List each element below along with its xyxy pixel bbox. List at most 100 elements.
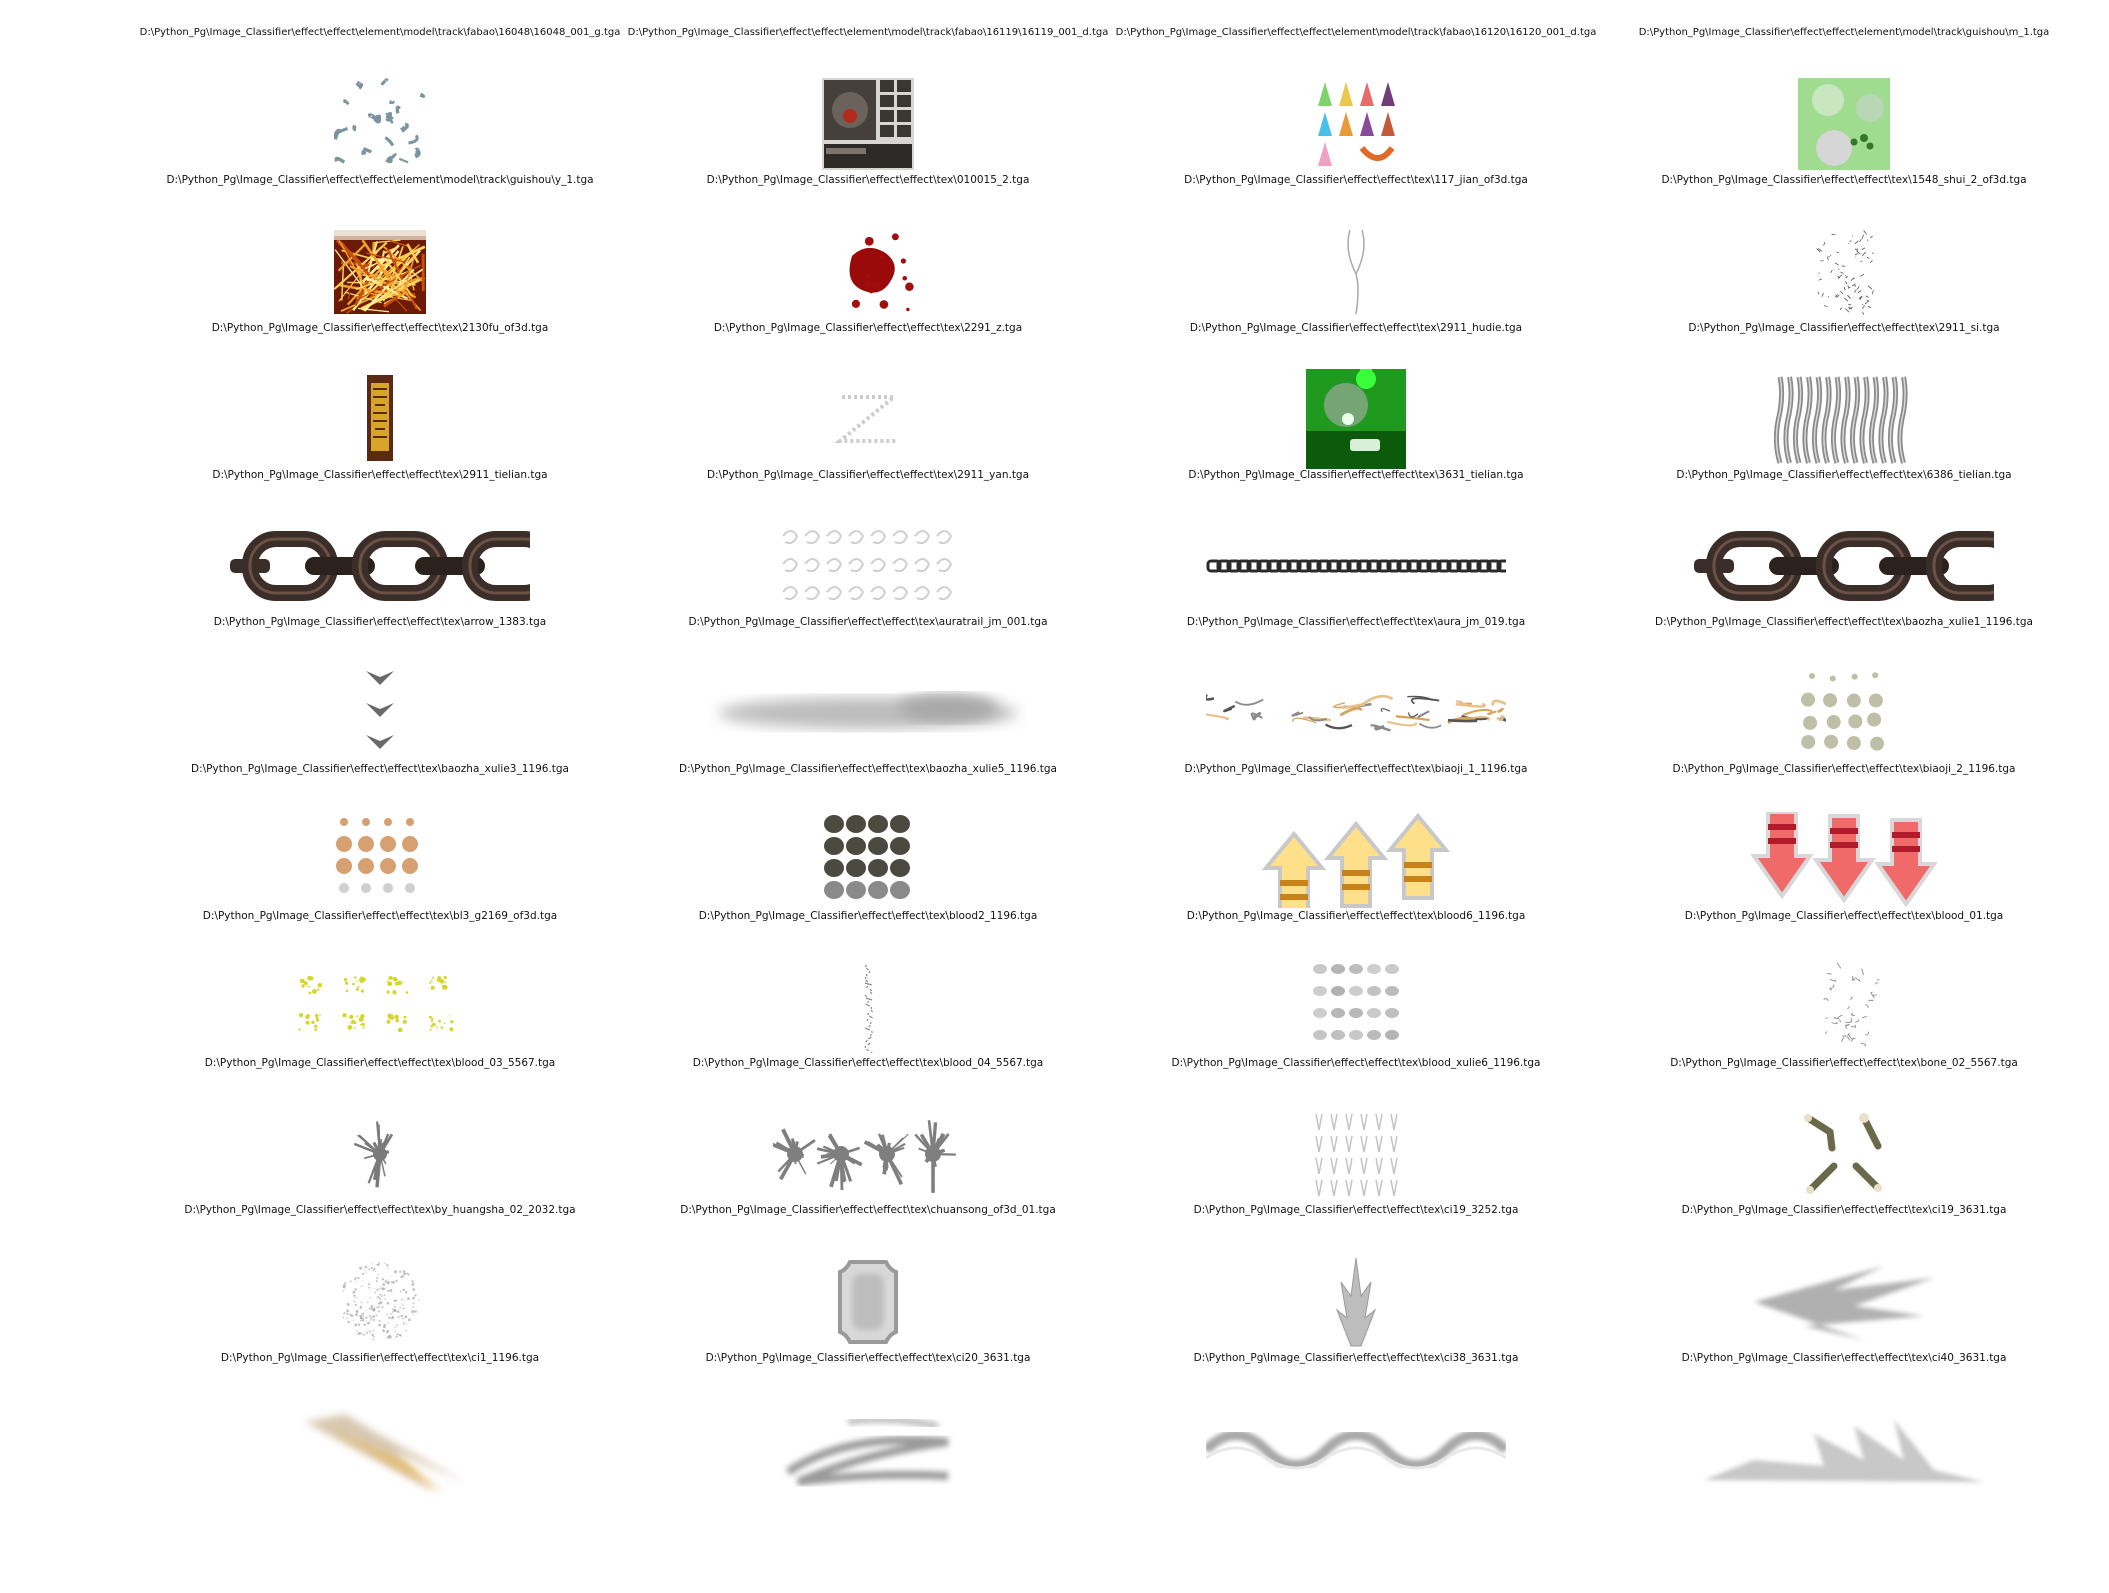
image-tile: D:\Python_Pg\Image_Classifier\effect\eff… bbox=[140, 222, 620, 368]
gold-up-arrows-texture bbox=[1256, 812, 1456, 908]
header-caption: D:\Python_Pg\Image_Classifier\effect\eff… bbox=[627, 27, 1109, 38]
faint-spikes-grid-texture bbox=[1310, 1108, 1402, 1200]
chain-texture bbox=[1694, 531, 1994, 601]
green-slime-texture bbox=[1798, 78, 1890, 170]
image-tile: D:\Python_Pg\Image_Classifier\effect\eff… bbox=[1604, 1104, 2084, 1250]
image-tile: D:\Python_Pg\Image_Classifier\effect\eff… bbox=[140, 663, 620, 809]
image-tile: D:\Python_Pg\Image_Classifier\effect\eff… bbox=[140, 369, 620, 515]
image-tile: D:\Python_Pg\Image_Classifier\effect\eff… bbox=[628, 810, 1108, 956]
puff-grid-texture bbox=[1798, 667, 1890, 759]
faint-swirls-texture bbox=[773, 520, 963, 612]
banner-texture bbox=[367, 375, 393, 463]
tile-caption: D:\Python_Pg\Image_Classifier\effect\eff… bbox=[706, 469, 1030, 481]
tile-caption: D:\Python_Pg\Image_Classifier\effect\eff… bbox=[1189, 322, 1523, 334]
sketch-debris-texture bbox=[1798, 961, 1890, 1053]
image-tile: D:\Python_Pg\Image_Classifier\effect\eff… bbox=[628, 663, 1108, 809]
tile-caption: D:\Python_Pg\Image_Classifier\effect\eff… bbox=[204, 1057, 556, 1069]
image-tile: D:\Python_Pg\Image_Classifier\effect\eff… bbox=[1604, 957, 2084, 1103]
tile-caption: D:\Python_Pg\Image_Classifier\effect\eff… bbox=[706, 174, 1030, 186]
image-tile bbox=[1116, 1400, 1596, 1546]
tile-caption: D:\Python_Pg\Image_Classifier\effect\eff… bbox=[1188, 469, 1524, 481]
tile-caption: D:\Python_Pg\Image_Classifier\effect\eff… bbox=[692, 1057, 1044, 1069]
noise-ball-texture bbox=[334, 1256, 426, 1348]
tile-caption: D:\Python_Pg\Image_Classifier\effect\eff… bbox=[211, 322, 549, 334]
image-tile: D:\Python_Pg\Image_Classifier\effect\eff… bbox=[1604, 1252, 2084, 1398]
image-tile: D:\Python_Pg\Image_Classifier\effect\eff… bbox=[140, 1104, 620, 1250]
vertical-drip-texture bbox=[853, 961, 883, 1053]
grey-splash-texture bbox=[350, 1108, 410, 1200]
tile-caption: D:\Python_Pg\Image_Classifier\effect\eff… bbox=[166, 174, 594, 186]
image-tile: D:\Python_Pg\Image_Classifier\effect\eff… bbox=[1604, 810, 2084, 956]
tile-caption: D:\Python_Pg\Image_Classifier\effect\eff… bbox=[680, 1204, 1056, 1216]
grey-slash-texture bbox=[1744, 1256, 1944, 1348]
golden-streak-texture bbox=[1206, 678, 1506, 748]
image-tile bbox=[1604, 1400, 2084, 1546]
image-tile: D:\Python_Pg\Image_Classifier\effect\eff… bbox=[140, 1252, 620, 1398]
image-tile: D:\Python_Pg\Image_Classifier\effect\eff… bbox=[628, 957, 1108, 1103]
tile-caption: D:\Python_Pg\Image_Classifier\effect\eff… bbox=[1186, 910, 1526, 922]
image-tile: D:\Python_Pg\Image_Classifier\effect\eff… bbox=[628, 516, 1108, 662]
yellow-sparks-texture bbox=[295, 967, 465, 1047]
image-tile: D:\Python_Pg\Image_Classifier\effect\eff… bbox=[1116, 516, 1596, 662]
tile-caption: D:\Python_Pg\Image_Classifier\effect\eff… bbox=[184, 1204, 576, 1216]
image-tile: D:\Python_Pg\Image_Classifier\effect\eff… bbox=[140, 957, 620, 1103]
tile-caption: D:\Python_Pg\Image_Classifier\effect\eff… bbox=[212, 469, 548, 481]
tile-caption: D:\Python_Pg\Image_Classifier\effect\eff… bbox=[1193, 1204, 1519, 1216]
tile-caption: D:\Python_Pg\Image_Classifier\effect\eff… bbox=[1193, 1352, 1519, 1364]
tile-caption: D:\Python_Pg\Image_Classifier\effect\eff… bbox=[1655, 616, 2033, 628]
tile-caption: D:\Python_Pg\Image_Classifier\effect\eff… bbox=[698, 910, 1038, 922]
image-tile: D:\Python_Pg\Image_Classifier\effect\eff… bbox=[628, 369, 1108, 515]
tile-caption: D:\Python_Pg\Image_Classifier\effect\eff… bbox=[1661, 174, 2027, 186]
dark-puff-grid-texture bbox=[822, 814, 914, 906]
image-tile: D:\Python_Pg\Image_Classifier\effect\eff… bbox=[1604, 74, 2084, 220]
tile-caption: D:\Python_Pg\Image_Classifier\effect\eff… bbox=[1672, 763, 2016, 775]
image-tile: D:\Python_Pg\Image_Classifier\effect\eff… bbox=[1116, 957, 1596, 1103]
image-tile: D:\Python_Pg\Image_Classifier\effect\eff… bbox=[1604, 516, 2084, 662]
red-down-arrows-texture bbox=[1744, 812, 1944, 908]
image-tile: D:\Python_Pg\Image_Classifier\effect\eff… bbox=[628, 1104, 1108, 1250]
image-tile: D:\Python_Pg\Image_Classifier\effect\eff… bbox=[1116, 810, 1596, 956]
header-caption: D:\Python_Pg\Image_Classifier\effect\eff… bbox=[1115, 27, 1597, 38]
tile-caption: D:\Python_Pg\Image_Classifier\effect\eff… bbox=[1681, 1352, 2007, 1364]
thin-stroke-texture bbox=[1336, 226, 1376, 318]
tile-caption: D:\Python_Pg\Image_Classifier\effect\eff… bbox=[213, 616, 547, 628]
image-tile: D:\Python_Pg\Image_Classifier\effect\eff… bbox=[1116, 1104, 1596, 1250]
image-tile: D:\Python_Pg\Image_Classifier\effect\eff… bbox=[628, 74, 1108, 220]
tile-caption: D:\Python_Pg\Image_Classifier\effect\eff… bbox=[1184, 763, 1528, 775]
image-tile: D:\Python_Pg\Image_Classifier\effect\eff… bbox=[628, 222, 1108, 368]
tile-caption: D:\Python_Pg\Image_Classifier\effect\eff… bbox=[1184, 174, 1528, 186]
grey-strands-texture bbox=[1774, 373, 1914, 465]
tile-caption: D:\Python_Pg\Image_Classifier\effect\eff… bbox=[220, 1352, 540, 1364]
tile-caption: D:\Python_Pg\Image_Classifier\effect\eff… bbox=[1676, 469, 2012, 481]
image-tile: D:\Python_Pg\Image_Classifier\effect\eff… bbox=[1116, 1252, 1596, 1398]
grey-splash-row-texture bbox=[773, 1108, 963, 1200]
image-tile: D:\Python_Pg\Image_Classifier\effect\eff… bbox=[1604, 663, 2084, 809]
golden-slash-texture bbox=[285, 1402, 475, 1498]
faint-z-texture bbox=[822, 379, 914, 459]
image-tile: D:\Python_Pg\Image_Classifier\effect\eff… bbox=[1116, 369, 1596, 515]
chain-texture bbox=[230, 531, 530, 601]
rounded-frame-texture bbox=[838, 1258, 898, 1346]
tile-caption: D:\Python_Pg\Image_Classifier\effect\eff… bbox=[202, 910, 558, 922]
tile-caption: D:\Python_Pg\Image_Classifier\effect\eff… bbox=[191, 763, 569, 775]
tile-caption: D:\Python_Pg\Image_Classifier\effect\eff… bbox=[705, 1352, 1031, 1364]
tile-caption: D:\Python_Pg\Image_Classifier\effect\eff… bbox=[688, 616, 1048, 628]
tile-caption: D:\Python_Pg\Image_Classifier\effect\eff… bbox=[713, 322, 1023, 334]
header-caption: D:\Python_Pg\Image_Classifier\effect\eff… bbox=[1638, 27, 2050, 38]
bones-texture bbox=[1798, 1108, 1890, 1200]
tile-caption: D:\Python_Pg\Image_Classifier\effect\eff… bbox=[679, 763, 1057, 775]
image-tile: D:\Python_Pg\Image_Classifier\effect\eff… bbox=[1116, 663, 1596, 809]
beast-atlas-texture bbox=[822, 78, 914, 170]
grey-spray-texture bbox=[1694, 1410, 1994, 1490]
tile-caption: D:\Python_Pg\Image_Classifier\effect\eff… bbox=[1688, 322, 2000, 334]
image-tile: D:\Python_Pg\Image_Classifier\effect\eff… bbox=[140, 810, 620, 956]
thin-chain-texture bbox=[1206, 551, 1506, 581]
grey-swirl-texture bbox=[768, 1402, 968, 1498]
tile-caption: D:\Python_Pg\Image_Classifier\effect\eff… bbox=[1171, 1057, 1541, 1069]
image-tile: D:\Python_Pg\Image_Classifier\effect\eff… bbox=[1604, 369, 2084, 515]
tile-caption: D:\Python_Pg\Image_Classifier\effect\eff… bbox=[1684, 910, 2004, 922]
image-tile bbox=[628, 1400, 1108, 1546]
green-glow-texture bbox=[1306, 369, 1406, 469]
chevron-arrows-texture bbox=[360, 667, 400, 759]
